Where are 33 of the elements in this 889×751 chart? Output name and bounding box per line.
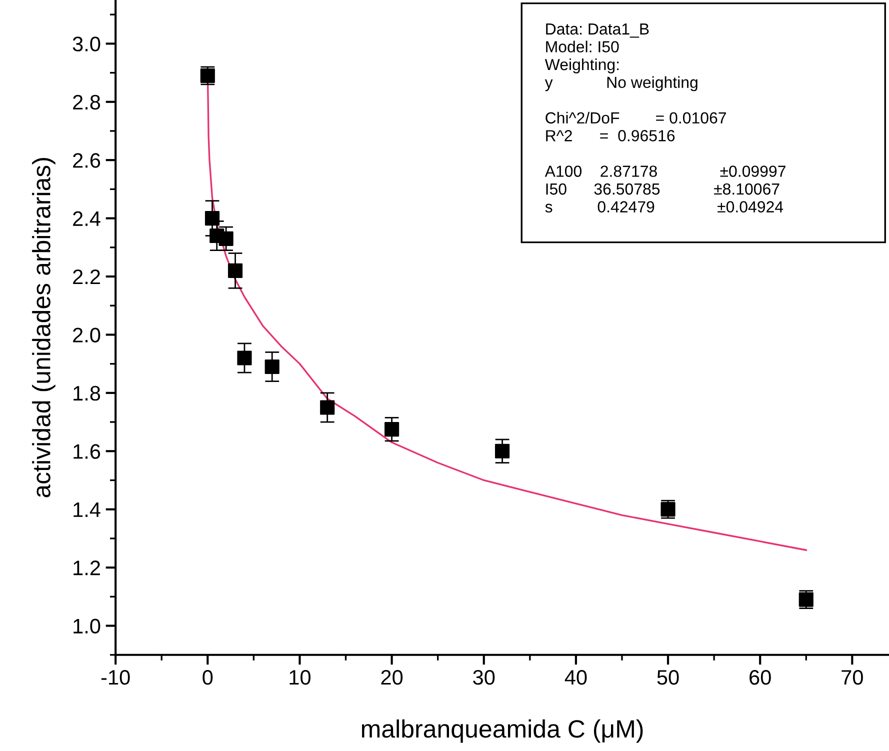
- y-tick-label: 2.6: [73, 153, 100, 168]
- y-axis-title: actividad (unidades arbitrarias): [32, 158, 56, 498]
- y-tick-label: 1.6: [74, 444, 100, 459]
- point: [218, 231, 234, 246]
- point: [204, 211, 220, 226]
- y-tick-label: 1.0: [74, 618, 100, 634]
- x-tick-label: 10: [290, 670, 310, 685]
- point: [264, 359, 280, 374]
- y-tick-label: 1.4: [74, 502, 100, 517]
- y-tick-label: 2.2: [73, 270, 100, 284]
- y-tick-label: 3.0: [72, 36, 100, 52]
- x-tick-label: 20: [381, 670, 403, 685]
- y-tick-label: 2.8: [73, 94, 100, 110]
- x-tick-label: 40: [564, 670, 587, 685]
- annotation: A100 2.87178 ±0.09997 I50 36.50785 ±8.10067 s 0.42479 ±0.04924: [544, 166, 786, 212]
- y-tick-label: 2.0: [73, 328, 100, 342]
- y-tick-label: 1.8: [74, 386, 100, 401]
- point: [237, 350, 252, 366]
- point: [384, 422, 400, 437]
- point: [228, 263, 243, 278]
- x-axis-title: malbranqueamida C (μM): [362, 719, 643, 743]
- point: [320, 400, 335, 415]
- x-tick-label: 70: [842, 670, 863, 685]
- x-tick-label: 50: [657, 670, 679, 685]
- x-tick-label: 60: [750, 670, 771, 685]
- x-tick-label: 30: [473, 670, 495, 685]
- annotation: Data: Data1_B Model: I50 Weighting: y No weighting: [544, 24, 698, 92]
- x-tick-label: -10: [101, 670, 130, 685]
- y-tick-label: 2.4: [73, 211, 100, 226]
- annotation: Chi^2/DoF = 0.01067 R^2 = 0.96516: [546, 112, 726, 142]
- point: [495, 444, 510, 458]
- x-tick-label: 0: [202, 670, 213, 685]
- y-tick-label: 1.2: [74, 560, 100, 576]
